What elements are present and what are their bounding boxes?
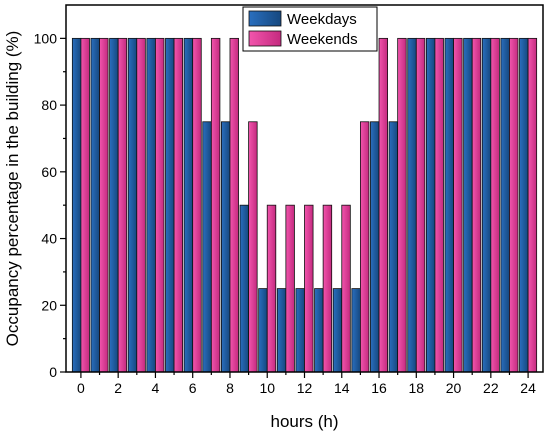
bar-weekends-9: [248, 121, 258, 373]
bar-weekends-13: [322, 204, 333, 373]
bar-weekends-14: [341, 204, 351, 373]
bar-weekends-1: [99, 37, 109, 373]
y-tick-label: 0: [49, 364, 57, 380]
x-tick-label: 24: [520, 380, 536, 396]
bar-weekdays-9: [239, 204, 249, 373]
bar-weekdays-3: [127, 37, 138, 373]
bar-weekends-10: [266, 204, 277, 373]
bar-weekdays-8: [220, 121, 231, 373]
bar-weekdays-11: [276, 288, 287, 373]
y-axis-title: Occupancy percentage in the building (%): [3, 31, 22, 347]
legend-swatch-weekdays: [248, 10, 282, 27]
bar-weekdays-14: [332, 288, 343, 373]
bars-group: [71, 37, 538, 373]
y-axis: 0 20 40 60 80 100: [34, 30, 66, 380]
x-tick-label: 2: [114, 380, 122, 396]
bar-weekdays-7: [202, 121, 212, 373]
x-tick-label: 6: [189, 380, 197, 396]
x-tick-label: 4: [152, 380, 160, 396]
x-tick-label: 10: [259, 380, 275, 396]
legend-swatch-weekends: [248, 30, 282, 47]
bar-weekdays-5: [165, 37, 175, 373]
x-tick-label: 18: [409, 380, 425, 396]
bar-weekdays-10: [258, 288, 268, 373]
x-tick-label: 14: [334, 380, 350, 396]
bar-weekends-7: [210, 37, 221, 373]
x-tick-label: 22: [483, 380, 499, 396]
bar-weekdays-19: [425, 37, 436, 373]
bar-weekends-21: [471, 37, 482, 373]
bar-weekends-22: [490, 37, 500, 373]
bar-weekdays-17: [388, 121, 399, 373]
bar-weekdays-22: [481, 37, 492, 373]
x-axis-title: hours (h): [270, 412, 338, 431]
bar-weekdays-23: [500, 37, 510, 373]
legend-label-weekends: Weekends: [287, 31, 358, 48]
bar-weekends-11: [285, 204, 295, 373]
bar-weekends-24: [527, 37, 538, 373]
bar-weekdays-2: [109, 37, 119, 373]
legend-label-weekdays: Weekdays: [287, 11, 357, 28]
bar-weekdays-20: [444, 37, 454, 373]
x-tick-label: 0: [77, 380, 85, 396]
bar-weekdays-13: [314, 288, 324, 373]
y-tick-label: 40: [41, 231, 57, 247]
bar-weekdays-16: [370, 121, 380, 373]
bar-weekends-23: [509, 37, 519, 373]
bar-weekdays-0: [71, 37, 82, 373]
bar-weekdays-12: [295, 288, 305, 373]
y-tick-label: 60: [41, 164, 57, 180]
bar-weekends-5: [173, 37, 184, 373]
bar-weekdays-4: [146, 37, 156, 373]
bar-weekdays-6: [183, 37, 194, 373]
bar-weekends-17: [397, 37, 407, 373]
y-tick-label: 100: [34, 30, 58, 46]
bar-weekends-4: [155, 37, 165, 373]
bar-weekends-6: [192, 37, 202, 373]
bar-weekdays-18: [407, 37, 417, 373]
bar-weekends-19: [434, 37, 444, 373]
x-tick-label: 12: [297, 380, 313, 396]
bar-weekends-3: [136, 37, 146, 373]
y-tick-label: 20: [41, 297, 57, 313]
bar-weekdays-1: [90, 37, 100, 373]
bar-weekends-16: [378, 37, 388, 373]
legend: Weekdays Weekends: [242, 6, 378, 52]
bar-weekdays-15: [351, 288, 361, 373]
bar-weekends-2: [117, 37, 128, 373]
x-tick-label: 16: [371, 380, 387, 396]
y-tick-label: 80: [41, 97, 57, 113]
bar-weekends-18: [415, 37, 426, 373]
bar-weekends-12: [304, 204, 314, 373]
x-tick-label: 8: [226, 380, 234, 396]
bar-weekdays-24: [519, 37, 529, 373]
bar-weekends-0: [80, 37, 90, 373]
bar-weekdays-21: [463, 37, 473, 373]
bar-weekends-15: [359, 121, 370, 373]
bar-weekends-8: [229, 37, 239, 373]
bar-weekends-20: [453, 37, 463, 373]
x-axis: 0 2 4 6 8 10 12 14 16 18 20 22 24: [77, 372, 536, 396]
x-tick-label: 20: [446, 380, 462, 396]
